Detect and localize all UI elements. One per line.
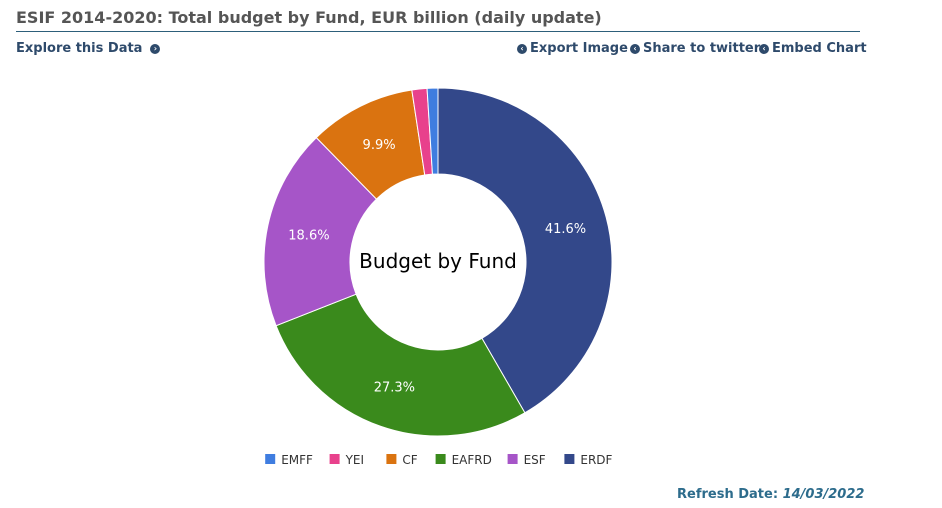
legend-swatch (435, 454, 446, 464)
slice-label-eafrd: 27.3% (374, 381, 415, 396)
slice-label-erdf: 41.6% (545, 222, 586, 237)
refresh-label: Refresh Date: (677, 487, 779, 502)
slice-eafrd[interactable] (275, 293, 526, 437)
legend-item-cf[interactable]: CF (386, 453, 418, 467)
legend-label: ERDF (580, 453, 612, 467)
legend-label: EAFRD (452, 453, 492, 467)
chevron-left-icon: ‹ (630, 44, 640, 54)
chevron-left-icon: ‹ (517, 44, 527, 54)
explore-data-label: Explore this Data (16, 41, 143, 56)
legend-label: YEI (345, 453, 364, 467)
export-image-link[interactable]: ‹ Export Image (517, 41, 628, 56)
legend-swatch (265, 454, 276, 464)
legend-swatch (564, 454, 575, 464)
chevron-left-icon: ‹ (759, 44, 769, 54)
chevron-right-icon: › (150, 44, 161, 54)
export-image-label: Export Image (530, 41, 628, 56)
slice-esf[interactable] (263, 136, 378, 327)
legend-item-erdf[interactable]: ERDF (564, 453, 613, 467)
refresh-date: Refresh Date: 14/03/2022 (677, 487, 864, 502)
slice-label-cf: 9.9% (363, 138, 396, 153)
slice-labels: 41.6% 27.3% 18.6% 9.9% (288, 138, 586, 396)
legend-label: EMFF (281, 453, 313, 467)
slice-label-esf: 18.6% (288, 228, 329, 243)
chart-title: ESIF 2014-2020: Total budget by Fund, EU… (16, 8, 860, 32)
legend-label: CF (402, 453, 417, 467)
refresh-date-value: 14/03/2022 (782, 487, 865, 502)
share-twitter-label: Share to twitter (643, 41, 761, 56)
legend: EMFF YEI CF EAFRD ESF ERDF (265, 453, 613, 467)
donut-slices (263, 87, 613, 437)
explore-data-link[interactable]: Explore this Data › (16, 41, 161, 56)
legend-item-eafrd[interactable]: EAFRD (435, 453, 492, 467)
legend-swatch (386, 454, 397, 464)
share-twitter-link[interactable]: ‹ Share to twitter (630, 41, 760, 56)
legend-swatch (507, 454, 518, 464)
legend-item-emff[interactable]: EMFF (265, 453, 313, 467)
slice-emff[interactable] (426, 87, 439, 175)
slice-erdf[interactable] (437, 87, 613, 414)
donut-center-label: Budget by Fund (359, 249, 517, 273)
legend-item-esf[interactable]: ESF (507, 453, 546, 467)
embed-chart-label: Embed Chart (772, 41, 867, 56)
embed-chart-link[interactable]: ‹ Embed Chart (759, 41, 867, 56)
legend-item-yei[interactable]: YEI (329, 453, 364, 467)
legend-label: ESF (524, 453, 546, 467)
legend-swatch (329, 454, 340, 464)
